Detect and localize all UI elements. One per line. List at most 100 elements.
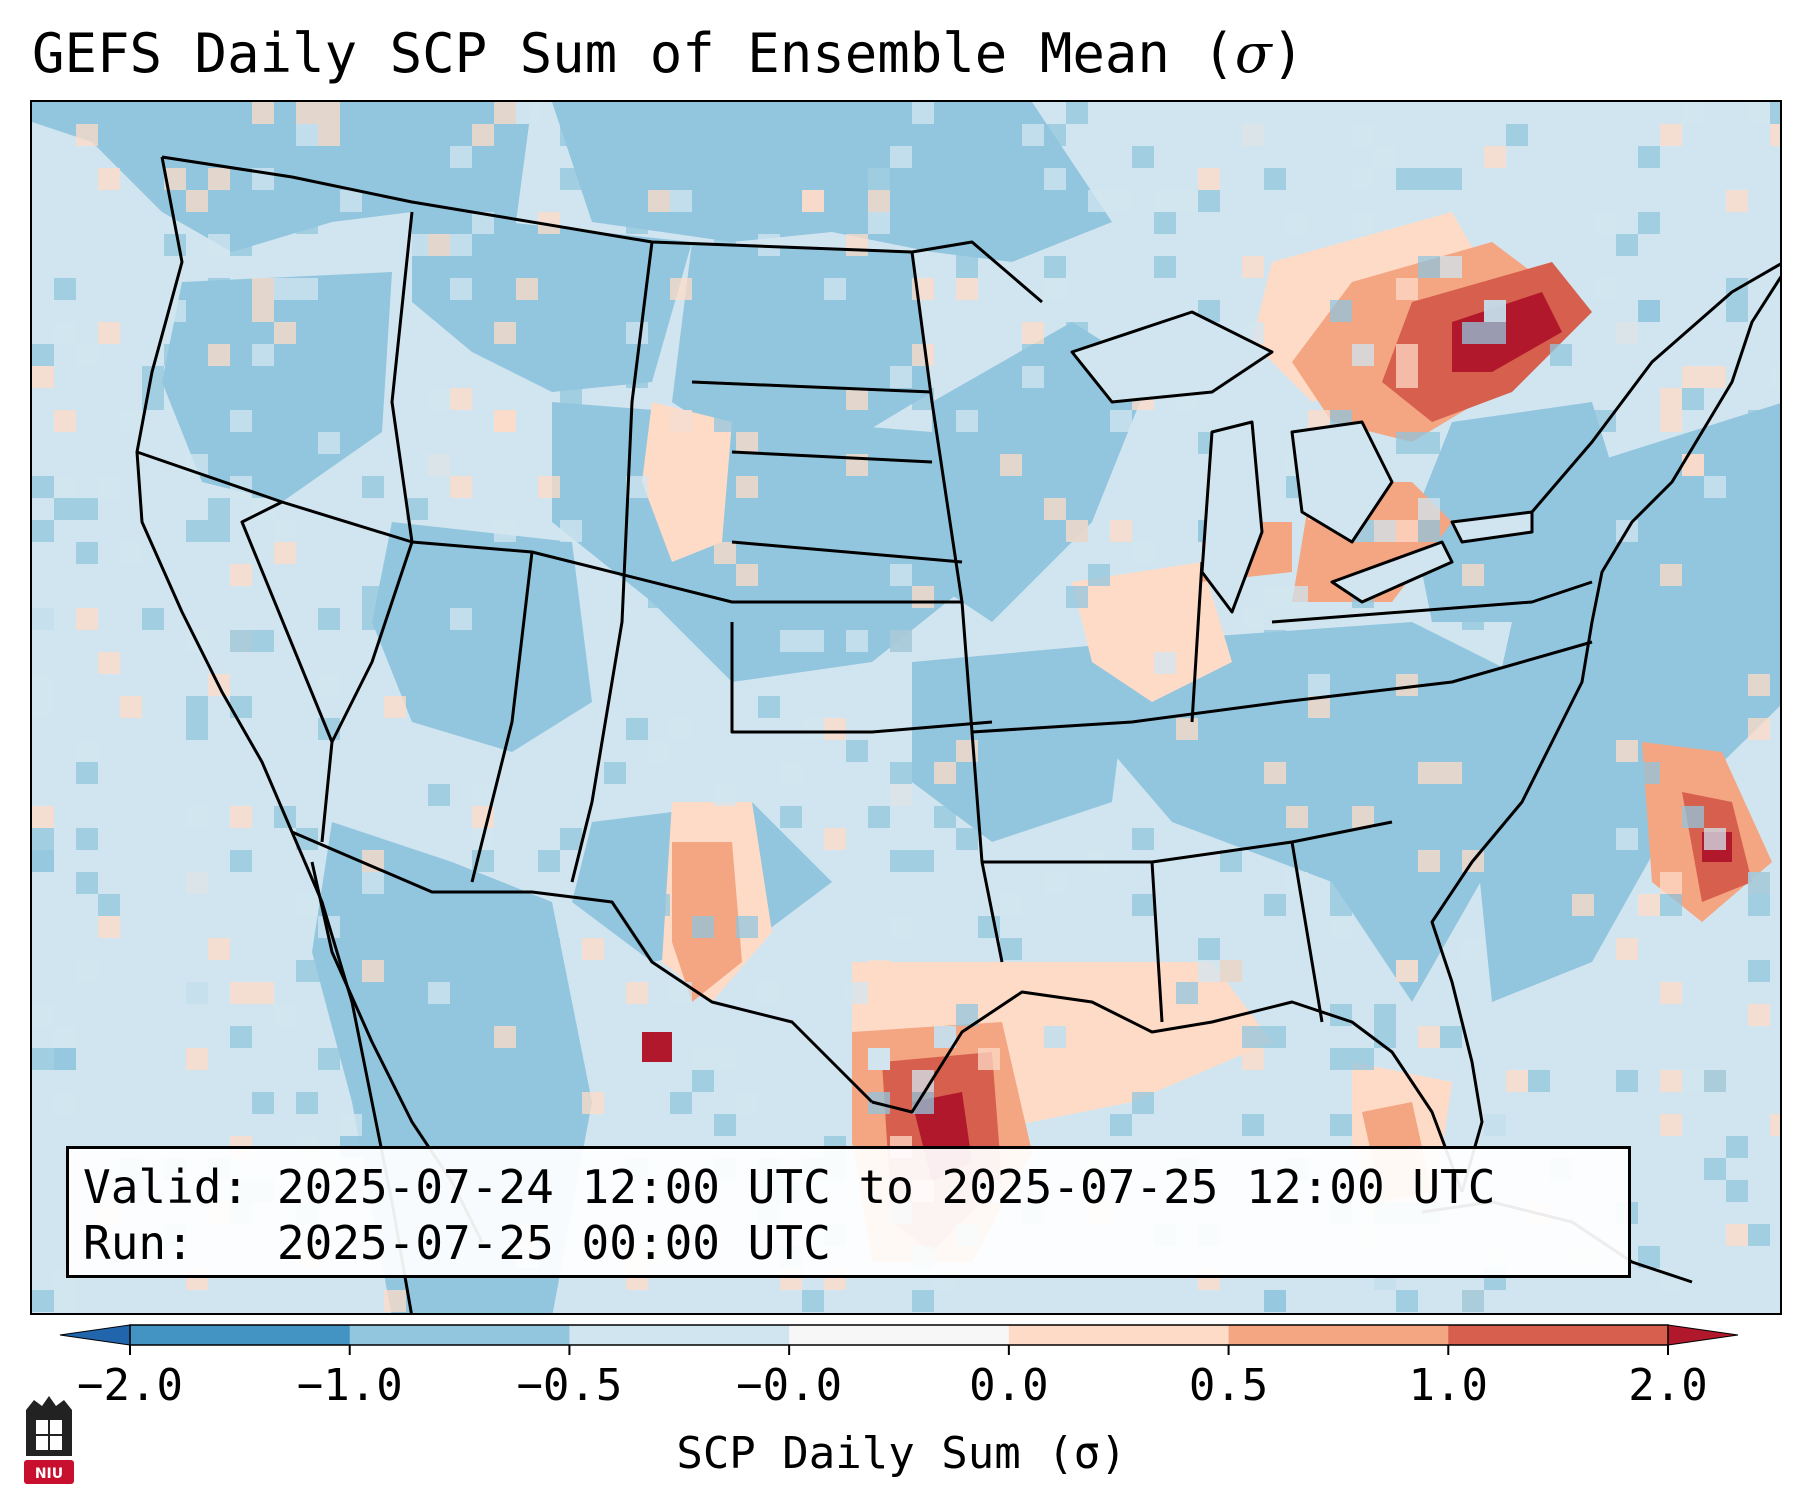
field-speckle <box>956 1004 978 1026</box>
field-speckle <box>1550 762 1572 784</box>
field-speckle <box>1198 168 1220 190</box>
field-speckle <box>714 1048 736 1070</box>
field-speckle <box>714 784 736 806</box>
field-speckle <box>670 190 692 212</box>
field-speckle <box>1198 938 1220 960</box>
field-speckle <box>1154 212 1176 234</box>
state-line <box>982 820 1393 864</box>
field-speckle <box>142 124 164 146</box>
field-speckle <box>76 740 98 762</box>
field-speckle <box>32 366 54 388</box>
field-speckle <box>692 1070 714 1092</box>
field-speckle <box>1660 894 1682 916</box>
field-speckle <box>1484 146 1506 168</box>
field-speckle <box>670 1092 692 1114</box>
field-speckle <box>1374 146 1396 168</box>
field-speckle <box>1660 1070 1682 1092</box>
colorbar-extend-high <box>1667 1324 1739 1346</box>
field-speckle <box>1726 300 1748 322</box>
field-speckle <box>32 344 54 366</box>
map-borders <box>135 155 1780 1313</box>
field-speckle <box>1242 608 1264 630</box>
field-speckle <box>692 1048 714 1070</box>
field-speckle <box>780 630 802 652</box>
field-speckle <box>1506 124 1528 146</box>
field-speckle <box>1088 564 1110 586</box>
field-speckle <box>1726 1224 1748 1246</box>
field-speckle <box>1110 1114 1132 1136</box>
field-speckle <box>1748 652 1770 674</box>
field-speckle <box>1330 1114 1352 1136</box>
field-speckle <box>76 542 98 564</box>
field-speckle <box>1044 278 1066 300</box>
field-speckle <box>1220 960 1242 982</box>
field-speckle <box>1572 652 1594 674</box>
field-speckle <box>1572 894 1594 916</box>
gulf-coast <box>871 990 1464 1193</box>
field-speckle <box>252 344 274 366</box>
field-speckle <box>54 1290 76 1312</box>
colorbar-outline <box>129 1324 1669 1346</box>
field-speckle <box>142 102 164 124</box>
field-speckle <box>1462 608 1484 630</box>
field-speckle <box>472 124 494 146</box>
field-patch-illinois-pos <box>1072 562 1232 702</box>
field-speckle <box>1748 454 1770 476</box>
field-speckle <box>868 432 890 454</box>
us-mexico-border <box>291 830 874 1104</box>
field-speckle <box>1660 124 1682 146</box>
field-speckle <box>1594 762 1616 784</box>
field-speckle <box>1176 190 1198 212</box>
field-speckle <box>1022 322 1044 344</box>
colorbar-tick-label: −0.0 <box>736 1360 843 1411</box>
field-speckle <box>626 476 648 498</box>
field-speckle <box>208 520 230 542</box>
field-speckle <box>54 410 76 432</box>
state-line <box>1290 841 1324 1023</box>
field-speckle <box>32 828 54 850</box>
field-speckle <box>736 476 758 498</box>
field-speckle <box>208 344 230 366</box>
field-speckle <box>1242 124 1264 146</box>
field-speckle <box>1418 168 1440 190</box>
chart-title: GEFS Daily SCP Sum of Ensemble Mean (σ) <box>32 22 1305 85</box>
field-speckle <box>1462 564 1484 586</box>
field-speckle <box>1044 1026 1066 1048</box>
field-speckle <box>1022 124 1044 146</box>
field-speckle <box>1242 256 1264 278</box>
field-speckle <box>1396 938 1418 960</box>
field-speckle <box>868 454 890 476</box>
field-speckle <box>1704 630 1726 652</box>
field-speckle <box>1572 520 1594 542</box>
field-speckle <box>1440 762 1462 784</box>
field-speckle <box>318 124 340 146</box>
field-speckle <box>1616 234 1638 256</box>
field-speckle <box>230 982 252 1004</box>
field-speckle <box>538 476 560 498</box>
field-speckle <box>1286 586 1308 608</box>
field-speckle <box>1264 762 1286 784</box>
field-speckle <box>516 1092 538 1114</box>
field-speckle <box>956 234 978 256</box>
field-speckle <box>450 146 472 168</box>
field-speckle <box>76 498 98 520</box>
field-speckle <box>1462 1290 1484 1312</box>
field-speckle <box>450 388 472 410</box>
field-speckle <box>560 124 582 146</box>
field-speckle <box>516 608 538 630</box>
field-speckle <box>1264 168 1286 190</box>
colorbar-tick-label: −2.0 <box>77 1360 183 1411</box>
field-speckle <box>780 806 802 828</box>
field-speckle <box>1638 762 1660 784</box>
field-speckle <box>54 1026 76 1048</box>
field-speckle <box>1022 344 1044 366</box>
colorbar-segment <box>1448 1325 1669 1345</box>
field-speckle <box>1682 366 1704 388</box>
run-label: Run: <box>83 1216 194 1270</box>
field-speckle <box>1440 256 1462 278</box>
field-speckle <box>1682 564 1704 586</box>
colorbar-segment <box>1228 1325 1449 1345</box>
field-patch-quebec-max <box>1452 292 1562 372</box>
st-lawrence <box>1530 262 1780 513</box>
field-speckle <box>274 542 296 564</box>
